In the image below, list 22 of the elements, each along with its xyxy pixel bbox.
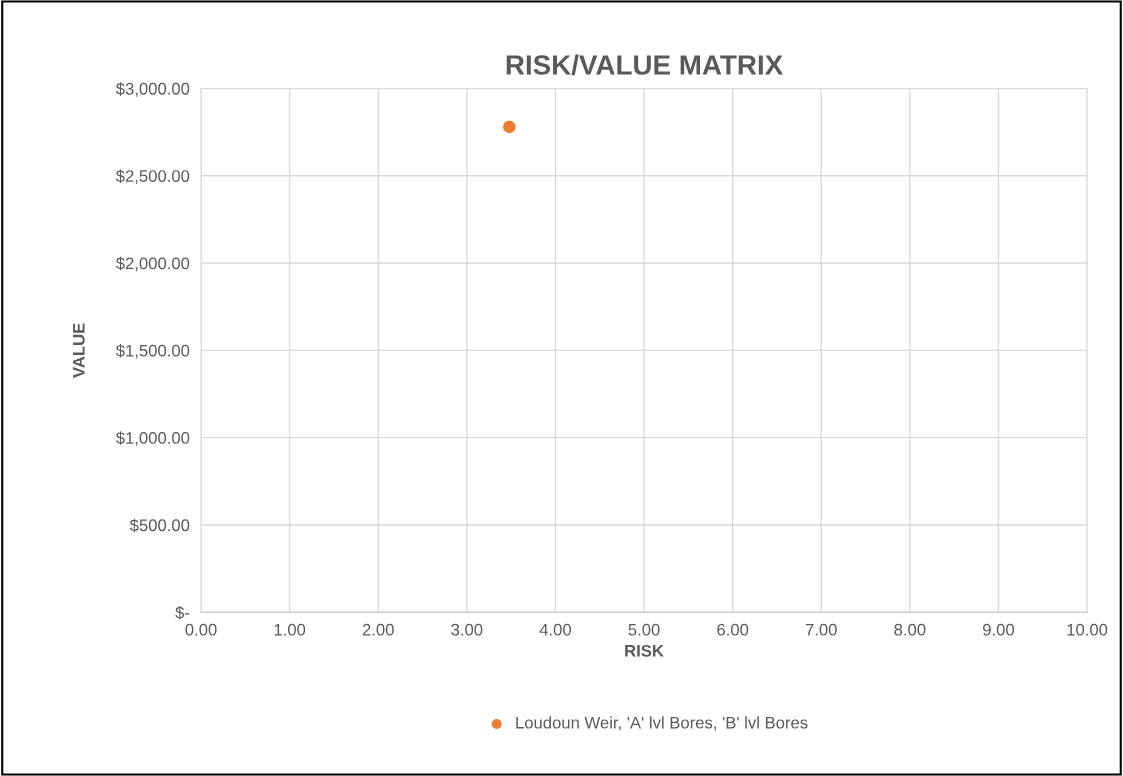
x-tick-label: 7.00 [805,623,837,636]
y-tick-label: $2,500.00 [115,169,190,184]
x-tick-label: 9.00 [983,623,1015,636]
x-tick-label: 8.00 [894,623,926,636]
y-tick-label: $1,500.00 [115,344,190,359]
y-tick-label: $500.00 [129,518,190,533]
x-tick-label: 5.00 [628,623,660,636]
x-tick-label: 4.00 [539,623,571,636]
y-tick-label: $2,000.00 [115,256,190,272]
x-axis-title: RISK [625,644,664,657]
chart-title: RISK/VALUE MATRIX [506,54,783,76]
x-tick-label: 6.00 [717,623,749,636]
x-tick-label: 0.00 [185,623,217,636]
y-tick-label: $- [175,605,190,620]
legend-label: Loudoun Weir, 'A' lvl Bores, 'B' lvl Bores [516,716,808,731]
x-tick-label: 2.00 [362,623,394,636]
x-tick-label: 1.00 [274,623,306,636]
y-tick-label: $3,000.00 [115,82,190,97]
y-tick-label: $1,000.00 [115,431,190,446]
x-tick-label: 3.00 [451,623,483,636]
x-tick-label: 10.00 [1067,623,1108,636]
y-axis-title: VALUE [73,323,85,378]
